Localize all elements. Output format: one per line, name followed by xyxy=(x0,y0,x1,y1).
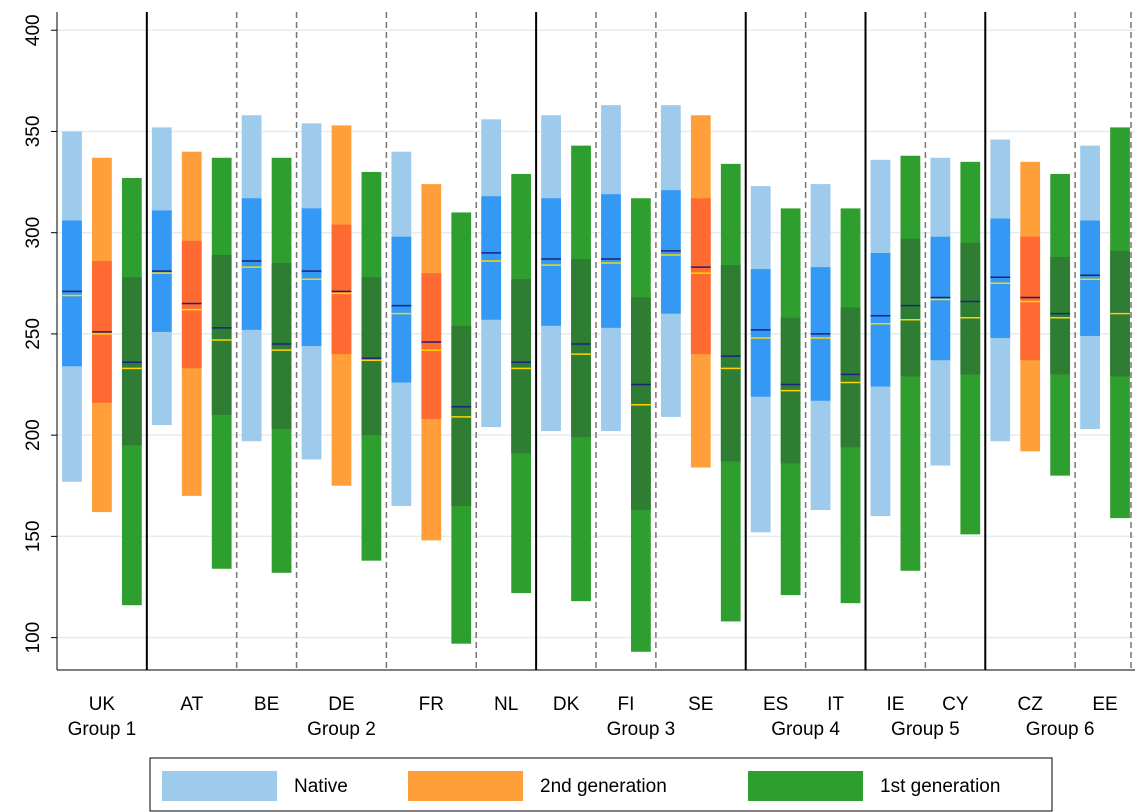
iqr-bar xyxy=(301,208,322,347)
x-tick-label: IE xyxy=(886,694,904,715)
y-tick-label: 200 xyxy=(23,419,44,451)
iqr-bar xyxy=(870,252,891,387)
x-tick-label: IT xyxy=(827,694,844,715)
x-tick-label: FI xyxy=(617,694,634,715)
group-label: Group 1 xyxy=(68,719,137,740)
x-tick-label: EE xyxy=(1092,694,1117,715)
iqr-bar xyxy=(361,277,382,436)
legend-swatch xyxy=(162,771,277,801)
x-tick-label: DK xyxy=(553,694,580,715)
legend-label: 1st generation xyxy=(880,776,1000,797)
y-tick-label: 250 xyxy=(23,318,44,350)
y-tick-label: 400 xyxy=(23,14,44,46)
y-tick-label: 100 xyxy=(23,622,44,654)
iqr-bar xyxy=(660,190,681,314)
iqr-bar xyxy=(541,198,561,326)
group-label: Group 4 xyxy=(771,719,840,740)
iqr-bar xyxy=(960,242,981,375)
iqr-bar xyxy=(690,198,711,355)
x-tick-label: BE xyxy=(254,694,279,715)
iqr-bar xyxy=(391,236,412,383)
x-tick-label: ES xyxy=(763,694,788,715)
y-tick-label: 150 xyxy=(23,521,44,553)
x-tick-label: FR xyxy=(419,694,444,715)
x-tick-label: SE xyxy=(688,694,713,715)
group-label: Group 2 xyxy=(307,719,376,740)
legend-swatch xyxy=(748,771,863,801)
x-tick-label: AT xyxy=(180,694,203,715)
group-label: Group 3 xyxy=(607,719,676,740)
iqr-bar xyxy=(331,224,352,355)
iqr-bar xyxy=(1050,256,1071,375)
iqr-bar xyxy=(451,325,472,507)
iqr-bar xyxy=(211,254,232,415)
iqr-bar xyxy=(241,198,262,330)
iqr-bar xyxy=(900,238,921,377)
iqr-bar xyxy=(840,307,861,448)
iqr-bar xyxy=(62,220,82,367)
legend-label: Native xyxy=(294,776,348,797)
y-tick-label: 300 xyxy=(23,217,44,249)
group-label: Group 5 xyxy=(891,719,960,740)
iqr-bar xyxy=(1080,220,1100,336)
iqr-bar xyxy=(271,263,292,430)
iqr-bar xyxy=(571,259,591,438)
x-tick-label: NL xyxy=(494,694,518,715)
legend-swatch xyxy=(408,771,523,801)
iqr-bar xyxy=(481,196,502,320)
iqr-bar xyxy=(930,236,951,361)
x-tick-label: DE xyxy=(328,694,354,715)
x-tick-label: UK xyxy=(89,694,116,715)
legend-label: 2nd generation xyxy=(540,776,667,797)
iqr-bar xyxy=(181,240,202,369)
iqr-bar xyxy=(631,297,651,511)
iqr-bar xyxy=(750,269,771,397)
x-tick-label: CY xyxy=(942,694,969,715)
legend-box xyxy=(149,757,1053,812)
iqr-bar xyxy=(511,279,532,454)
iqr-bar xyxy=(421,273,442,419)
x-tick-label: CZ xyxy=(1018,694,1044,715)
iqr-bar xyxy=(1020,236,1041,361)
iqr-bar xyxy=(990,218,1011,338)
group-label: Group 6 xyxy=(1026,719,1095,740)
iqr-bar xyxy=(121,277,142,446)
y-tick-label: 350 xyxy=(23,116,44,148)
iqr-bar xyxy=(601,194,621,328)
iqr-bar xyxy=(720,265,741,462)
